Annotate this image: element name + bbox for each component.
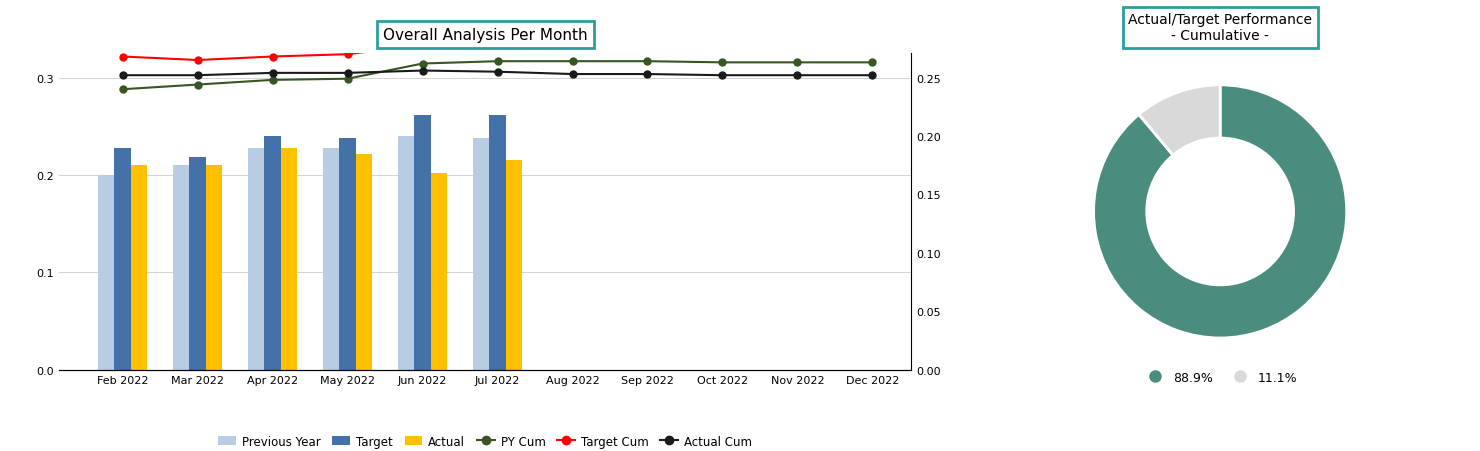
Title: Actual/Target Performance
- Cumulative -: Actual/Target Performance - Cumulative - (1128, 13, 1313, 43)
Title: Overall Analysis Per Month: Overall Analysis Per Month (383, 28, 588, 43)
Bar (114, 148, 130, 370)
Bar (431, 174, 447, 370)
Bar (189, 158, 206, 370)
Bar (98, 175, 114, 370)
Bar (247, 148, 265, 370)
Bar (490, 115, 506, 370)
Bar (472, 138, 490, 370)
Bar (173, 166, 189, 370)
Legend: Previous Year, Target, Actual, PY Cum, Target Cum, Actual Cum: Previous Year, Target, Actual, PY Cum, T… (213, 430, 756, 451)
Bar (323, 148, 339, 370)
Legend: 88.9%, 11.1%: 88.9%, 11.1% (1138, 366, 1302, 389)
Bar (339, 138, 355, 370)
Bar (265, 137, 281, 370)
Bar (414, 115, 431, 370)
Bar (206, 166, 222, 370)
Bar (398, 137, 414, 370)
Bar (130, 166, 148, 370)
Wedge shape (1140, 86, 1220, 156)
Bar (281, 148, 297, 370)
Bar (355, 154, 373, 370)
Wedge shape (1094, 86, 1347, 338)
Bar (506, 161, 522, 370)
